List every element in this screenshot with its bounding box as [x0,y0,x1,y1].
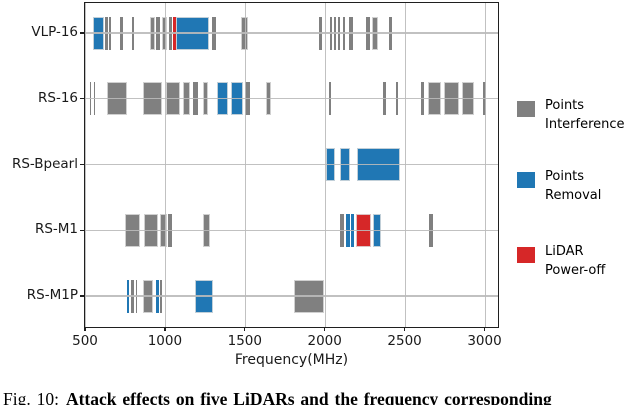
gridline-horizontal [85,295,498,297]
x-tick-label: 500 [72,333,98,349]
y-tick-mark [80,295,84,297]
y-axis-row-label: RS-M1P [26,287,78,303]
legend-label-line: Points [545,98,585,113]
gridline-horizontal [85,163,498,166]
caption-title: Attack effects on five LiDARs and the fr… [65,389,552,405]
legend-label-interference: Points Interference [545,96,625,134]
legend-entry-points-removal: Points Removal [517,167,601,205]
caption-number: Fig. 10: [3,389,59,405]
x-axis-label: Frequency(MHz) [234,352,349,368]
figure-caption: Fig. 10: Attack effects on five LiDARs an… [3,389,640,405]
x-tick-label: 2000 [307,333,342,349]
x-tick-mark [244,327,246,331]
y-tick-mark [80,229,84,231]
legend-label-line: Interference [545,117,625,132]
legend-label-line: Power-off [545,263,606,278]
x-tick-mark [324,327,326,331]
x-tick-label: 1500 [227,333,262,349]
y-tick-mark [80,32,84,34]
legend-entry-lidar-poweroff: LiDAR Power-off [517,242,605,280]
legend-swatch-removal [517,172,535,188]
y-tick-mark [80,98,84,100]
x-tick-mark [483,327,486,331]
legend-entry-points-interference: Points Interference [517,96,625,134]
x-tick-mark [403,327,406,331]
x-tick-mark [84,327,86,331]
legend-label-line: LiDAR [545,244,584,259]
x-tick-label: 1000 [147,333,183,349]
y-axis-row-label: VLP-16 [31,24,78,40]
gridline-horizontal [85,32,498,34]
x-tick-mark [164,327,166,331]
y-tick-mark [80,163,84,166]
legend-label-removal: Points Removal [545,167,601,205]
legend-swatch-poweroff [517,247,535,263]
legend-swatch-interference [517,101,535,117]
legend-label-poweroff: LiDAR Power-off [545,242,605,280]
gridline-horizontal [85,229,498,231]
y-axis-row-label: RS-16 [38,89,78,106]
legend-label-line: Points [545,169,585,184]
x-tick-label: 2500 [387,333,422,349]
x-tick-label: 3000 [467,333,502,349]
y-axis-row-label: RS-Bpearl [11,155,78,172]
y-axis-row-label: RS-M1 [34,221,78,238]
legend-label-line: Removal [545,188,602,203]
gridline-horizontal [85,98,498,100]
